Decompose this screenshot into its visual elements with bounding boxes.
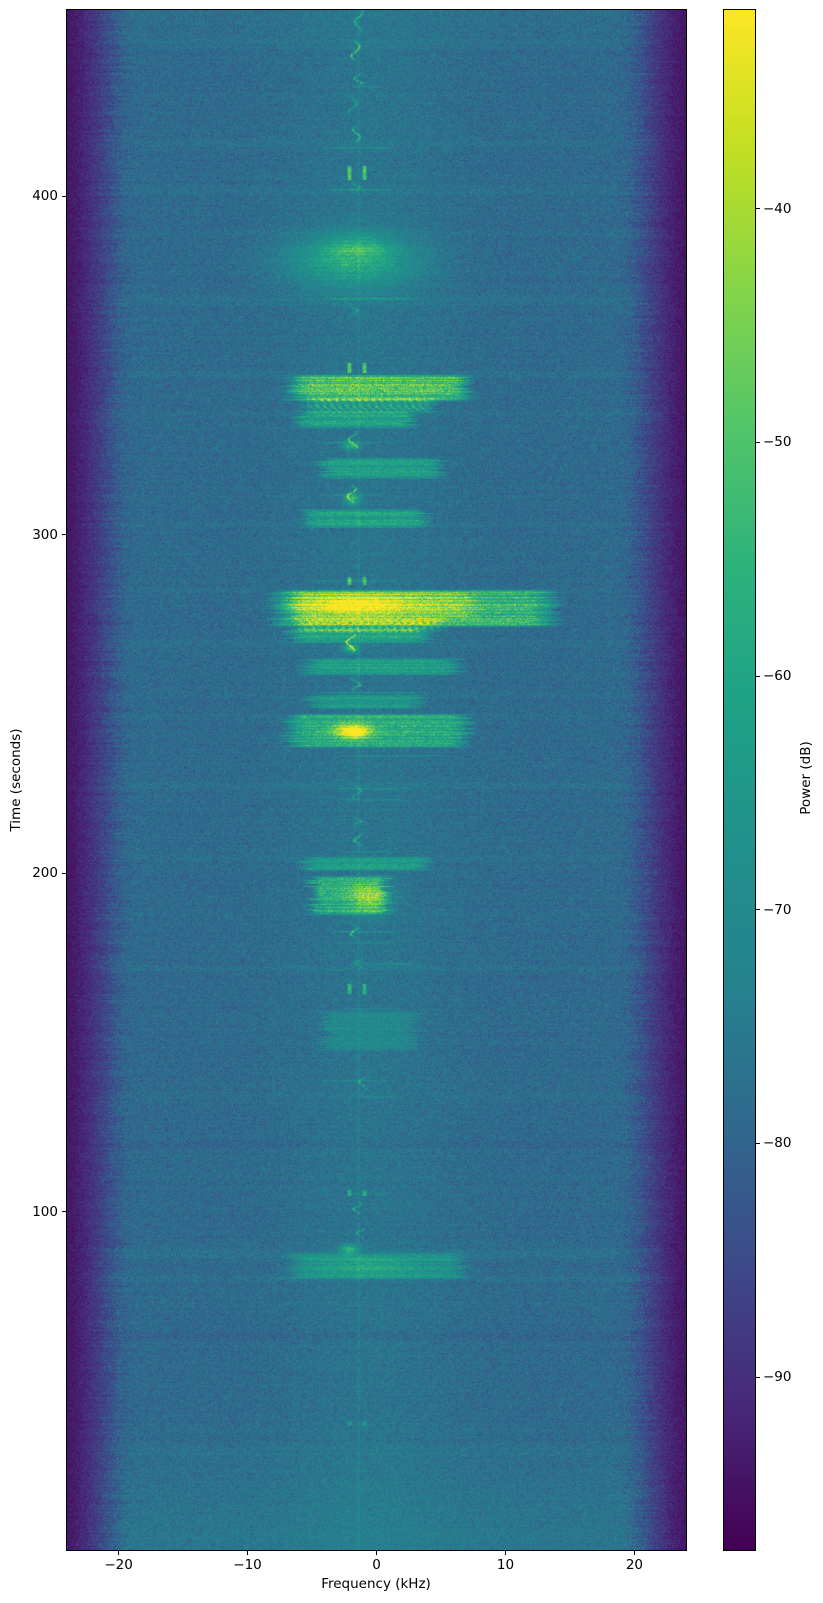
x-tick-mark [633, 1551, 635, 1555]
y-axis-label: Time (seconds) [8, 728, 24, 832]
x-tick-mark [118, 1551, 120, 1555]
x-tick-label: 10 [496, 1557, 515, 1573]
y-tick-label: 100 [32, 1203, 58, 1220]
x-tick-label: −20 [104, 1557, 133, 1573]
colorbar-tick-label: −90 [763, 1369, 792, 1386]
colorbar-tick-label: −60 [763, 668, 792, 684]
colorbar-tick-label: −50 [763, 434, 792, 451]
x-tick-mark [247, 1551, 249, 1555]
y-tick-mark [62, 1211, 66, 1213]
x-axis-label: Frequency (kHz) [321, 1576, 431, 1592]
colorbar-tick-label: −40 [763, 200, 792, 217]
x-tick-label: 0 [372, 1557, 381, 1573]
spectrogram-image [67, 10, 686, 1550]
x-tick-mark [504, 1551, 506, 1555]
x-tick-mark [376, 1551, 377, 1555]
colorbar-tick-mark [756, 441, 760, 443]
y-tick-mark [62, 872, 66, 874]
y-tick-label: 400 [32, 188, 58, 205]
x-tick-label: 20 [625, 1557, 643, 1573]
colorbar-tick-label: −80 [763, 1135, 792, 1152]
colorbar [723, 9, 756, 1551]
colorbar-gradient [724, 10, 755, 1550]
x-tick-label: −10 [233, 1557, 262, 1573]
colorbar-tick-mark [756, 1142, 760, 1144]
y-tick-mark [62, 195, 66, 197]
colorbar-tick-mark [756, 675, 760, 677]
spectrogram-axes [66, 9, 687, 1551]
colorbar-label: Power (dB) [798, 741, 814, 815]
y-tick-mark [62, 534, 66, 536]
colorbar-tick-mark [756, 208, 760, 210]
colorbar-tick-mark [756, 1376, 760, 1378]
colorbar-tick-mark [756, 909, 760, 911]
colorbar-tick-label: −70 [763, 901, 792, 918]
y-tick-label: 300 [32, 526, 58, 543]
y-tick-label: 200 [32, 865, 58, 882]
